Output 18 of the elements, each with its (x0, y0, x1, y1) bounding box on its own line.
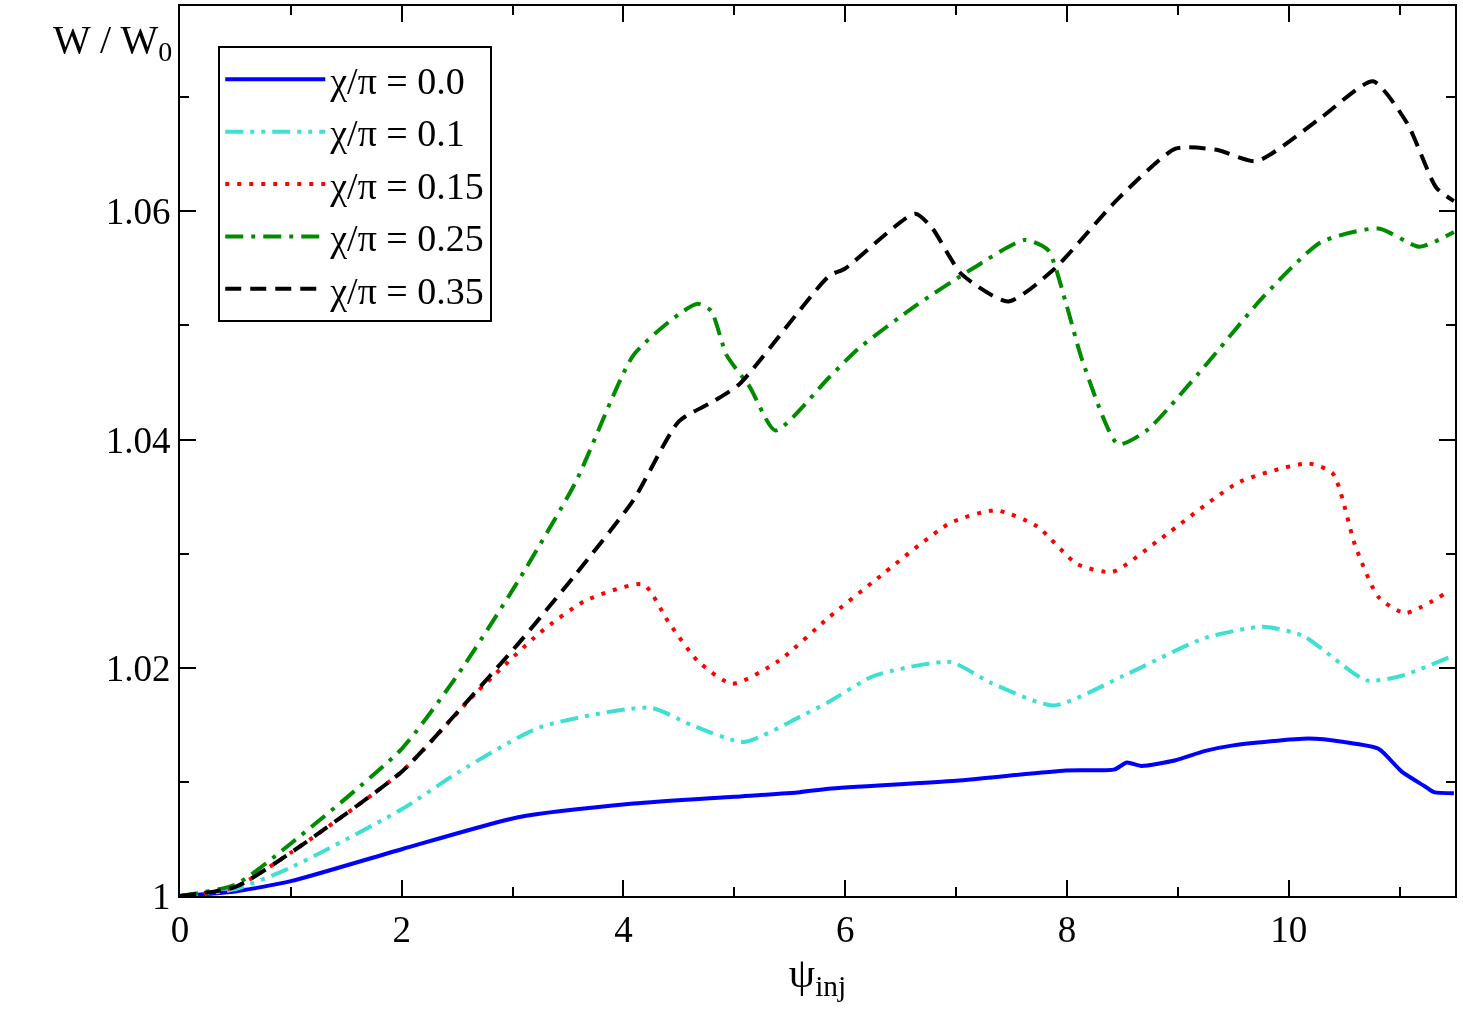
legend-label: χ/π = 0.25 (329, 217, 484, 260)
y-tick-label: 1.02 (105, 647, 171, 689)
legend-label: χ/π = 0.0 (329, 60, 465, 103)
line-series (180, 226, 1455, 896)
legend-label: χ/π = 0.15 (329, 164, 484, 207)
legend-label: χ/π = 0.1 (329, 112, 465, 155)
y-tick-label: 1 (152, 875, 171, 917)
x-tick-label: 4 (614, 909, 633, 951)
y-axis-title: W / W$_{0}$ (53, 17, 173, 68)
x-axis-title: ψ$_{inj}$ (788, 950, 847, 1003)
y-tick-label: 1.06 (105, 191, 171, 233)
y-tick-label: 1.04 (105, 419, 171, 461)
x-tick-label: 0 (170, 909, 190, 951)
x-tick-label: 10 (1270, 909, 1308, 951)
legend-label: χ/π = 0.35 (329, 269, 484, 312)
x-tick-label: 2 (392, 909, 411, 951)
x-tick-label: 8 (1057, 909, 1077, 951)
x-tick-label: 6 (835, 909, 855, 951)
